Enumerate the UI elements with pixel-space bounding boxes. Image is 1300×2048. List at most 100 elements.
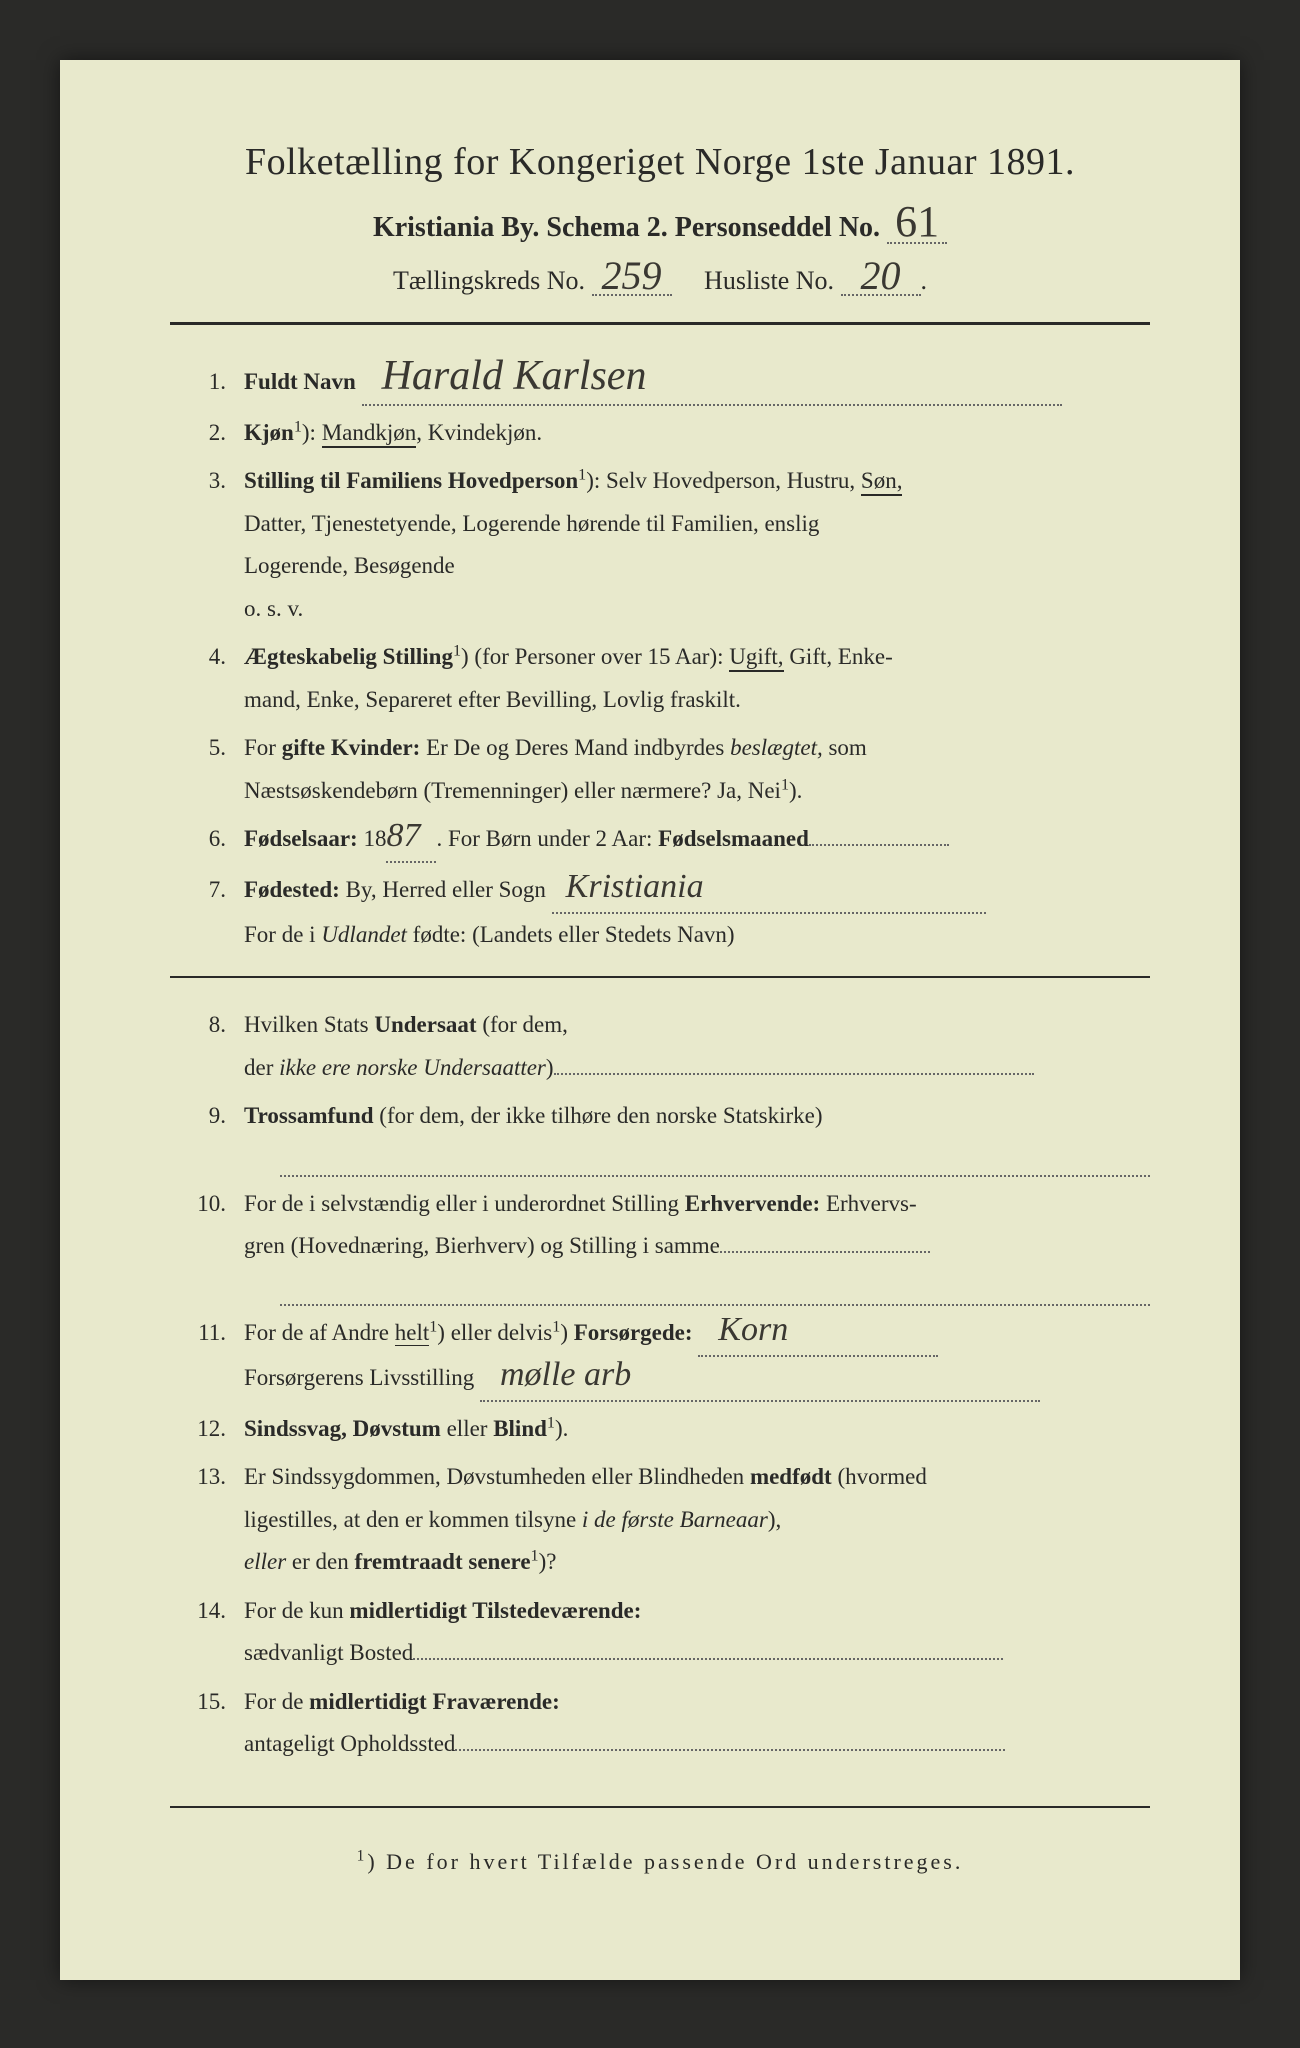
q5-num: 5.	[170, 727, 244, 812]
q11-bold: Forsørgede:	[574, 1320, 693, 1345]
q10-fill2	[280, 1268, 1150, 1307]
q2-sep: ,	[416, 420, 428, 445]
census-form-page: Folketælling for Kongeriget Norge 1ste J…	[60, 60, 1240, 1980]
q10-line2: gren (Hovednæring, Bierhverv) og Stillin…	[244, 1225, 1150, 1268]
q14-l1a: For de kun	[244, 1598, 349, 1623]
divider-mid	[170, 976, 1150, 978]
q5-rest1: Er De og Deres Mand indbyrdes	[420, 735, 730, 760]
q6-mid: . For Børn under 2 Aar:	[436, 826, 658, 851]
q1-content: Fuldt Navn Harald Karlsen	[244, 361, 1150, 406]
q3-row: 3. Stilling til Familiens Hovedperson1):…	[170, 460, 1150, 630]
q11-l2label: Forsørgerens Livsstilling	[244, 1365, 474, 1390]
q2-opt1: Mandkjøn	[322, 420, 417, 448]
q7-label: Fødested:	[244, 877, 340, 902]
q6-row: 6. Fødselsaar: 1887. For Børn under 2 Aa…	[170, 818, 1150, 863]
title-main: Folketælling for Kongeriget Norge 1ste J…	[170, 140, 1150, 184]
q5-line2a: Næstsøskendebørn (Tremenninger) eller næ…	[244, 778, 781, 803]
q4-sup: 1	[453, 643, 461, 660]
q6-num: 6.	[170, 818, 244, 863]
q12-bold: Sindssvag, Døvstum	[244, 1416, 441, 1441]
q8-l1a: Hvilken Stats	[244, 1012, 374, 1037]
q15-line2: antageligt Opholdssted	[244, 1723, 1150, 1766]
q3-line2: Datter, Tjenestetyende, Logerende hørend…	[244, 503, 1150, 546]
q5-bold: gifte Kvinder:	[282, 735, 421, 760]
q3-line4: o. s. v.	[244, 588, 1150, 631]
q6-year: 87	[386, 827, 420, 844]
q14-row: 14. For de kun midlertidigt Tilstedevære…	[170, 1590, 1150, 1675]
q15-num: 15.	[170, 1681, 244, 1766]
q5-row: 5. For gifte Kvinder: Er De og Deres Man…	[170, 727, 1150, 812]
q9-num: 9.	[170, 1095, 244, 1176]
q11-content: For de af Andre helt1) eller delvis1) Fo…	[244, 1312, 1150, 1401]
q15-fill	[455, 1749, 1005, 1751]
q3-son: Søn,	[861, 468, 903, 496]
q15-l1bold: midlertidigt Fraværende:	[309, 1689, 560, 1714]
q8-line2: der ikke ere norske Undersaatter)	[244, 1047, 1150, 1090]
divider-top	[170, 322, 1150, 325]
q10-l1b: Erhvervs-	[820, 1191, 916, 1216]
q12-sup: 1	[547, 1414, 555, 1431]
q4-line2: mand, Enke, Separeret efter Bevilling, L…	[244, 679, 1150, 722]
q4-num: 4.	[170, 636, 244, 721]
q13-l3i: eller	[244, 1549, 286, 1574]
footnote-text: ) De for hvert Tilfælde passende Ord und…	[367, 1849, 963, 1874]
q5-content: For gifte Kvinder: Er De og Deres Mand i…	[244, 727, 1150, 812]
q7-line2: For de i Udlandet fødte: (Landets eller …	[244, 914, 1150, 957]
q7-l2b: fødte: (Landets eller Stedets Navn)	[407, 922, 735, 947]
q11-row: 11. For de af Andre helt1) eller delvis1…	[170, 1312, 1150, 1401]
q2-opt2: Kvindekjøn.	[428, 420, 542, 445]
q2-rest: ):	[302, 420, 322, 445]
q13-l1a: Er Sindssygdommen, Døvstumheden eller Bl…	[244, 1464, 750, 1489]
q8-l2b: )	[546, 1055, 554, 1080]
husliste-label: Husliste No.	[704, 266, 834, 295]
q13-l3b: )?	[539, 1549, 557, 1574]
q9-label: Trossamfund	[244, 1103, 374, 1128]
q5-ital: beslægtet,	[730, 735, 823, 760]
q14-l2: sædvanligt Bosted	[244, 1640, 413, 1665]
q8-content: Hvilken Stats Undersaat (for dem, der ik…	[244, 1004, 1150, 1089]
q2-num: 2.	[170, 412, 244, 455]
q4-label: Ægteskabelig Stilling	[244, 644, 453, 669]
q3-sup: 1	[578, 466, 586, 483]
q15-content: For de midlertidigt Fraværende: antageli…	[244, 1681, 1150, 1766]
q13-l3bold: fremtraadt senere	[354, 1549, 530, 1574]
q7-l2a: For de i	[244, 922, 321, 947]
q8-fill	[554, 1073, 1034, 1075]
q10-num: 10.	[170, 1183, 244, 1307]
q13-l2i: i de første Barneaar	[582, 1507, 768, 1532]
q6-fill	[809, 844, 949, 846]
q7-rest: By, Herred eller Sogn	[340, 877, 546, 902]
q4-ugift: Ugift,	[729, 644, 783, 672]
q13-l1b: (hvormed	[832, 1464, 927, 1489]
q8-l2a: der	[244, 1055, 279, 1080]
q9-rest: (for dem, der ikke tilhøre den norske St…	[374, 1103, 823, 1128]
q1-label: Fuldt Navn	[244, 369, 356, 394]
q15-l2: antageligt Opholdssted	[244, 1731, 455, 1756]
q4-content: Ægteskabelig Stilling1) (for Personer ov…	[244, 636, 1150, 721]
q10-content: For de i selvstændig eller i underordnet…	[244, 1183, 1150, 1307]
q2-content: Kjøn1): Mandkjøn, Kvindekjøn.	[244, 412, 1150, 455]
q11-line2: Forsørgerens Livsstilling mølle arb	[244, 1357, 1150, 1402]
q11-l1b: ) eller delvis	[437, 1320, 552, 1345]
q10-l2: gren (Hovednæring, Bierhverv) og Stillin…	[244, 1233, 720, 1258]
personseddel-no: 61	[887, 202, 947, 244]
q2-label: Kjøn	[244, 420, 294, 445]
q6-bold2: Fødselsmaaned	[658, 826, 809, 851]
husliste-no: 20	[841, 258, 921, 296]
q9-content: Trossamfund (for dem, der ikke tilhøre d…	[244, 1095, 1150, 1176]
divider-bottom	[170, 1806, 1150, 1808]
q13-sup: 1	[531, 1548, 539, 1565]
footnote: 1) De for hvert Tilfælde passende Ord un…	[170, 1842, 1150, 1883]
q7-value: Kristiania	[566, 878, 704, 895]
q4-row: 4. Ægteskabelig Stilling1) (for Personer…	[170, 636, 1150, 721]
q14-fill	[413, 1658, 1003, 1660]
q13-l2a: ligestilles, at den er kommen tilsyne	[244, 1507, 582, 1532]
q13-line2: ligestilles, at den er kommen tilsyne i …	[244, 1499, 1150, 1542]
q7-content: Fødested: By, Herred eller Sogn Kristian…	[244, 869, 1150, 956]
q8-l1b: (for dem,	[477, 1012, 568, 1037]
q13-row: 13. Er Sindssygdommen, Døvstumheden elle…	[170, 1456, 1150, 1584]
q3-line3: Logerende, Besøgende	[244, 545, 1150, 588]
q15-row: 15. For de midlertidigt Fraværende: anta…	[170, 1681, 1150, 1766]
q12-num: 12.	[170, 1408, 244, 1451]
q12-bold2: Blind	[493, 1416, 547, 1441]
